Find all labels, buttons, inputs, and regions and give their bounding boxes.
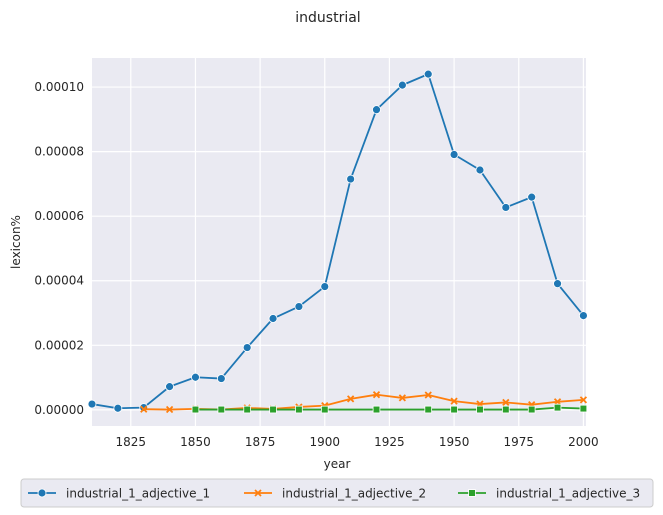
data-point [423,69,433,79]
data-point [320,282,330,291]
data-point [501,203,511,212]
x-marker-stroke [450,397,458,405]
plot-area [92,58,586,426]
legend-label: industrial_1_adjective_2 [282,487,426,501]
x-marker-stroke [398,394,407,402]
data-point [269,405,277,414]
x-marker-stroke [165,405,174,414]
data-point [579,311,588,321]
data-point [450,405,458,414]
y-tick-label: 0.00000 [34,403,84,417]
data-point [502,405,510,414]
x-tick-label: 1850 [180,435,211,449]
legend: industrial_1_adjective_1 industrial_1_adj… [20,478,654,508]
axis-layer: 1825 1850 1875 1900 1925 1950 1975 2000 0.00000 0… [34,80,598,449]
data-point [165,405,174,414]
data-point [553,398,562,406]
x-tick-label: 1900 [310,435,341,449]
x-tick-label: 1825 [116,435,147,449]
legend-marker [37,488,47,498]
legend-item: industrial_1_adjective_3 [458,487,640,501]
data-point [268,314,278,323]
data-point [579,404,588,413]
legend-item: industrial_1_adjective_2 [244,487,426,501]
data-point [476,405,484,414]
data-point [553,279,562,289]
x-tick-label: 1875 [245,435,276,449]
y-tick-label: 0.00010 [34,80,84,94]
x-marker-stroke [579,396,588,404]
series-layer [87,69,588,414]
y-tick-label: 0.00006 [34,209,84,223]
x-axis-label: year [324,457,351,471]
data-point [217,405,226,414]
data-point [243,405,251,414]
y-tick-label: 0.00002 [34,338,84,352]
y-tick-label: 0.00004 [34,274,84,288]
data-point [397,80,407,90]
x-tick-label: 1925 [374,435,405,449]
data-point [502,398,510,407]
data-point [191,372,200,382]
x-marker-stroke [140,405,148,413]
x-marker-stroke [372,391,381,399]
x-marker-stroke [424,391,432,399]
data-point [140,405,148,413]
data-point [346,174,356,184]
data-point [113,403,123,413]
data-point [553,403,562,412]
legend-label: industrial_1_adjective_1 [66,487,210,501]
data-point [165,382,174,392]
data-point [87,399,97,409]
data-point [527,405,536,414]
x-tick-label: 1975 [503,435,534,449]
series-line [91,73,585,410]
data-point [398,394,407,402]
x-tick-label: 2000 [568,435,599,449]
data-point [475,165,485,175]
y-tick-label: 0.00008 [34,145,84,159]
data-point [372,105,381,115]
data-point [294,302,304,311]
series-line [195,406,584,411]
data-point [449,150,459,159]
data-point [372,391,381,399]
data-point [527,192,537,202]
data-point [424,391,432,399]
data-point [579,396,588,404]
x-marker-stroke [347,395,355,403]
data-point [372,405,381,414]
data-point [216,374,226,383]
legend-box [20,478,654,508]
series-3 [191,403,588,414]
x-marker-stroke [254,489,262,497]
data-point [295,405,303,414]
y-axis-label: lexicon% [9,215,23,269]
legend-marker [468,489,476,497]
x-marker-stroke [502,398,510,407]
data-point [320,405,329,414]
series-1 [87,69,588,413]
chart-title: industrial [295,10,360,26]
data-point [450,397,458,405]
data-point [242,343,252,352]
data-point [347,395,355,403]
x-marker-stroke [553,398,562,406]
data-point [191,405,200,414]
legend-label: industrial_1_adjective_3 [496,487,640,501]
x-tick-label: 1950 [439,435,470,449]
legend-item: industrial_1_adjective_1 [28,487,210,501]
legend-marker [254,489,262,497]
data-point [424,405,433,414]
